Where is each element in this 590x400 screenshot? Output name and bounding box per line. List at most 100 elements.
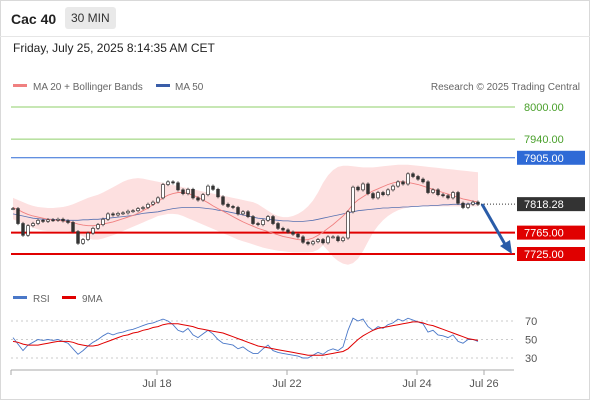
timestamp: Friday, July 25, 2025 8:14:35 AM CET xyxy=(13,41,215,55)
candle xyxy=(111,212,115,217)
candle xyxy=(156,196,160,204)
candle xyxy=(456,190,460,205)
candle xyxy=(231,204,235,210)
candle xyxy=(411,172,415,179)
candle xyxy=(251,214,255,226)
candle xyxy=(471,200,475,206)
rsi-tick-50: 50 xyxy=(525,335,537,347)
timeframe-badge[interactable]: 30 MIN xyxy=(65,7,116,29)
x-axis: Jul 18 Jul 22 Jul 24 Jul 26 xyxy=(10,370,499,390)
candle xyxy=(311,240,315,246)
candle xyxy=(171,180,175,185)
candle xyxy=(401,180,405,186)
rsi-ma-line xyxy=(12,321,479,356)
level-label-1: 7940.00 xyxy=(524,134,564,146)
candle xyxy=(56,217,60,222)
candle xyxy=(446,194,450,200)
candle xyxy=(361,182,365,192)
candle xyxy=(51,218,55,222)
candle xyxy=(426,180,430,195)
candle xyxy=(136,206,140,213)
instrument-title: Cac 40 xyxy=(11,11,57,27)
candle xyxy=(281,226,285,232)
candle xyxy=(356,185,360,192)
candle xyxy=(376,190,380,200)
candle xyxy=(381,190,385,197)
candle xyxy=(441,193,445,198)
x-tick-label-1: Jul 22 xyxy=(272,378,301,390)
candle xyxy=(181,188,185,196)
candle xyxy=(11,206,15,211)
candle xyxy=(221,195,225,206)
last-price-box xyxy=(517,197,585,212)
candle xyxy=(196,196,200,202)
candle xyxy=(301,235,305,244)
candle xyxy=(321,237,325,245)
candle xyxy=(61,217,65,223)
candle xyxy=(256,221,260,227)
candle xyxy=(206,184,210,197)
candle xyxy=(151,200,155,206)
level-label-0: 8000.00 xyxy=(524,102,564,114)
candle xyxy=(146,202,150,210)
last-price-label: 7818.28 xyxy=(524,199,564,211)
projection-arrow-shaft xyxy=(480,203,508,247)
candle xyxy=(131,209,135,213)
candle xyxy=(431,188,435,195)
candle xyxy=(186,187,190,196)
candle xyxy=(451,190,455,200)
candle xyxy=(36,218,40,226)
candle xyxy=(201,193,205,202)
x-tick-label-2: Jul 24 xyxy=(402,378,431,390)
candle xyxy=(26,224,30,237)
ma50-line xyxy=(12,202,479,222)
candle xyxy=(326,235,330,245)
ma20-legend-label: MA 20 + Bollinger Bands xyxy=(33,82,143,93)
projection-arrow-head xyxy=(500,240,512,254)
level-label-box-3 xyxy=(517,225,585,240)
candle xyxy=(191,187,195,200)
level-label-box-0 xyxy=(517,100,585,114)
rsi-tick-70: 70 xyxy=(525,316,537,328)
candle xyxy=(216,187,220,199)
candle xyxy=(176,181,180,192)
x-tick-label-0: Jul 18 xyxy=(142,378,171,390)
candle xyxy=(121,211,125,215)
candle xyxy=(211,184,215,191)
candle xyxy=(86,231,90,242)
candle xyxy=(271,214,275,226)
candle xyxy=(236,205,240,216)
candle xyxy=(141,205,145,211)
candle xyxy=(166,180,170,187)
candle xyxy=(306,240,310,246)
candle xyxy=(391,184,395,192)
candle xyxy=(126,209,130,215)
candle xyxy=(16,206,20,226)
ma50-legend-swatch xyxy=(156,84,170,87)
candle xyxy=(366,182,370,196)
candle xyxy=(266,214,270,222)
level-label-4: 7725.00 xyxy=(524,249,564,261)
candle xyxy=(331,235,335,239)
level-label-3: 7765.00 xyxy=(524,228,564,240)
level-label-box-2 xyxy=(517,150,585,165)
candle xyxy=(346,210,350,240)
candle xyxy=(31,221,35,228)
header-bar: Cac 40 30 MIN xyxy=(0,0,590,37)
candle xyxy=(21,221,25,237)
candle xyxy=(116,211,120,217)
rsi-ma-legend-swatch xyxy=(62,296,76,299)
level-labels: 8000.00 7940.00 7905.00 7765.00 7725.00 7818.… xyxy=(480,100,585,261)
candle xyxy=(286,228,290,234)
candle xyxy=(336,235,340,243)
candle xyxy=(91,226,95,235)
candle xyxy=(226,202,230,209)
level-label-box-4 xyxy=(517,247,585,261)
candle xyxy=(106,212,110,221)
candle xyxy=(416,174,420,181)
candle xyxy=(276,221,280,230)
candle xyxy=(96,222,100,230)
candle xyxy=(341,236,345,243)
rsi-legend-swatch xyxy=(13,296,27,299)
ma50-legend-label: MA 50 xyxy=(175,82,204,93)
